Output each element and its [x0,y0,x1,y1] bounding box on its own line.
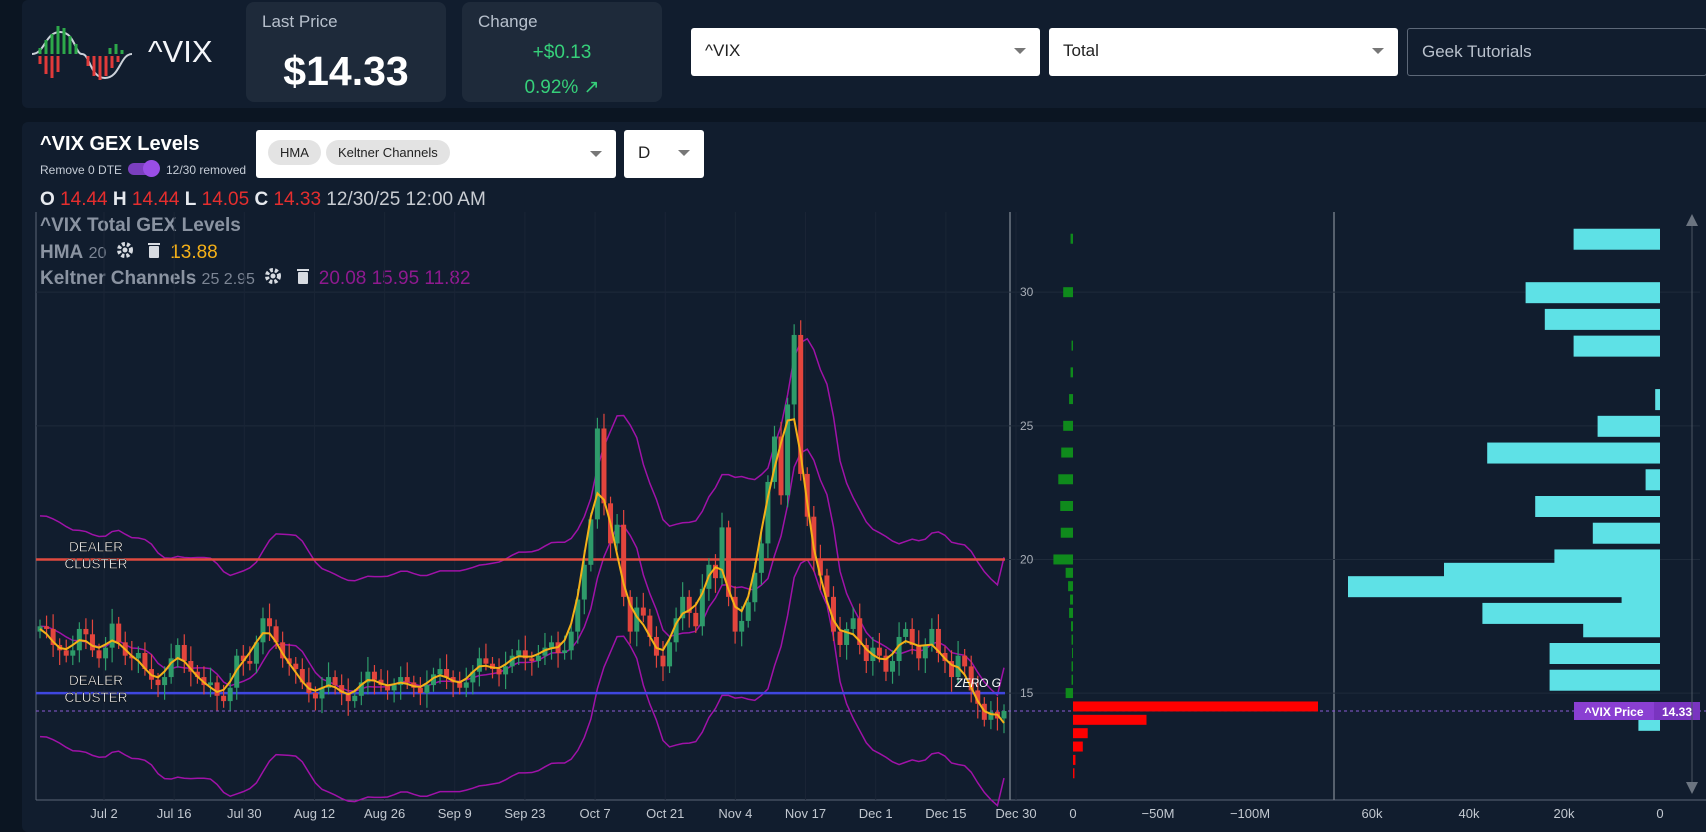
trend-up-icon: ↗ [583,77,600,98]
timeframe-select[interactable]: D [624,130,704,178]
timeframe-value: D [638,143,651,162]
logo-icon [31,26,133,80]
remove-dte-label: Remove 0 DTE [40,163,123,177]
last-price-value: $14.33 [283,48,409,94]
removed-status: 12/30 removed [166,163,247,177]
change-percent: 0.92% ↗ [524,77,600,98]
last-price-label: Last Price [262,12,338,31]
symbol-select[interactable]: ^VIX [691,28,1040,76]
change-absolute: +$0.13 [532,42,592,63]
panel-title: ^VIX GEX Levels [40,133,200,155]
change-label: Change [478,12,538,31]
gex-type-select[interactable]: Total [1049,28,1398,76]
ohlc-readout: O 14.44 H 14.44 L 14.05 C 14.33 12/30/25… [40,189,486,210]
chip-keltner[interactable]: Keltner Channels [326,140,450,165]
chevron-down-icon [590,151,602,157]
toggle-knob [143,160,160,177]
keltner-legend: Keltner Channels 25 2.95 20.08 15.95 11.… [40,267,471,291]
hma-legend: HMA 20 13.88 [40,241,218,265]
last-price-card: Last Price $14.33 [246,2,446,102]
chevron-down-icon [1014,48,1026,54]
chevron-down-icon [1372,48,1384,54]
trash-icon[interactable] [147,241,161,265]
gear-icon[interactable] [116,241,134,265]
indicator-select[interactable]: HMA Keltner Channels [256,130,616,178]
gex-type-value: Total [1063,41,1099,60]
chip-hma[interactable]: HMA [268,140,321,165]
ticker-title: ^VIX [148,34,213,69]
chart-panel [22,122,1706,832]
tutorials-input[interactable]: Geek Tutorials [1407,28,1706,76]
change-card: Change +$0.13 0.92% ↗ [462,2,662,102]
trash-icon[interactable] [296,267,310,291]
chevron-down-icon [678,150,690,156]
series-legend: ^VIX Total GEX Levels [40,215,241,236]
symbol-select-value: ^VIX [705,41,741,60]
gear-icon[interactable] [264,267,282,291]
remove-dte-toggle[interactable] [128,160,160,177]
